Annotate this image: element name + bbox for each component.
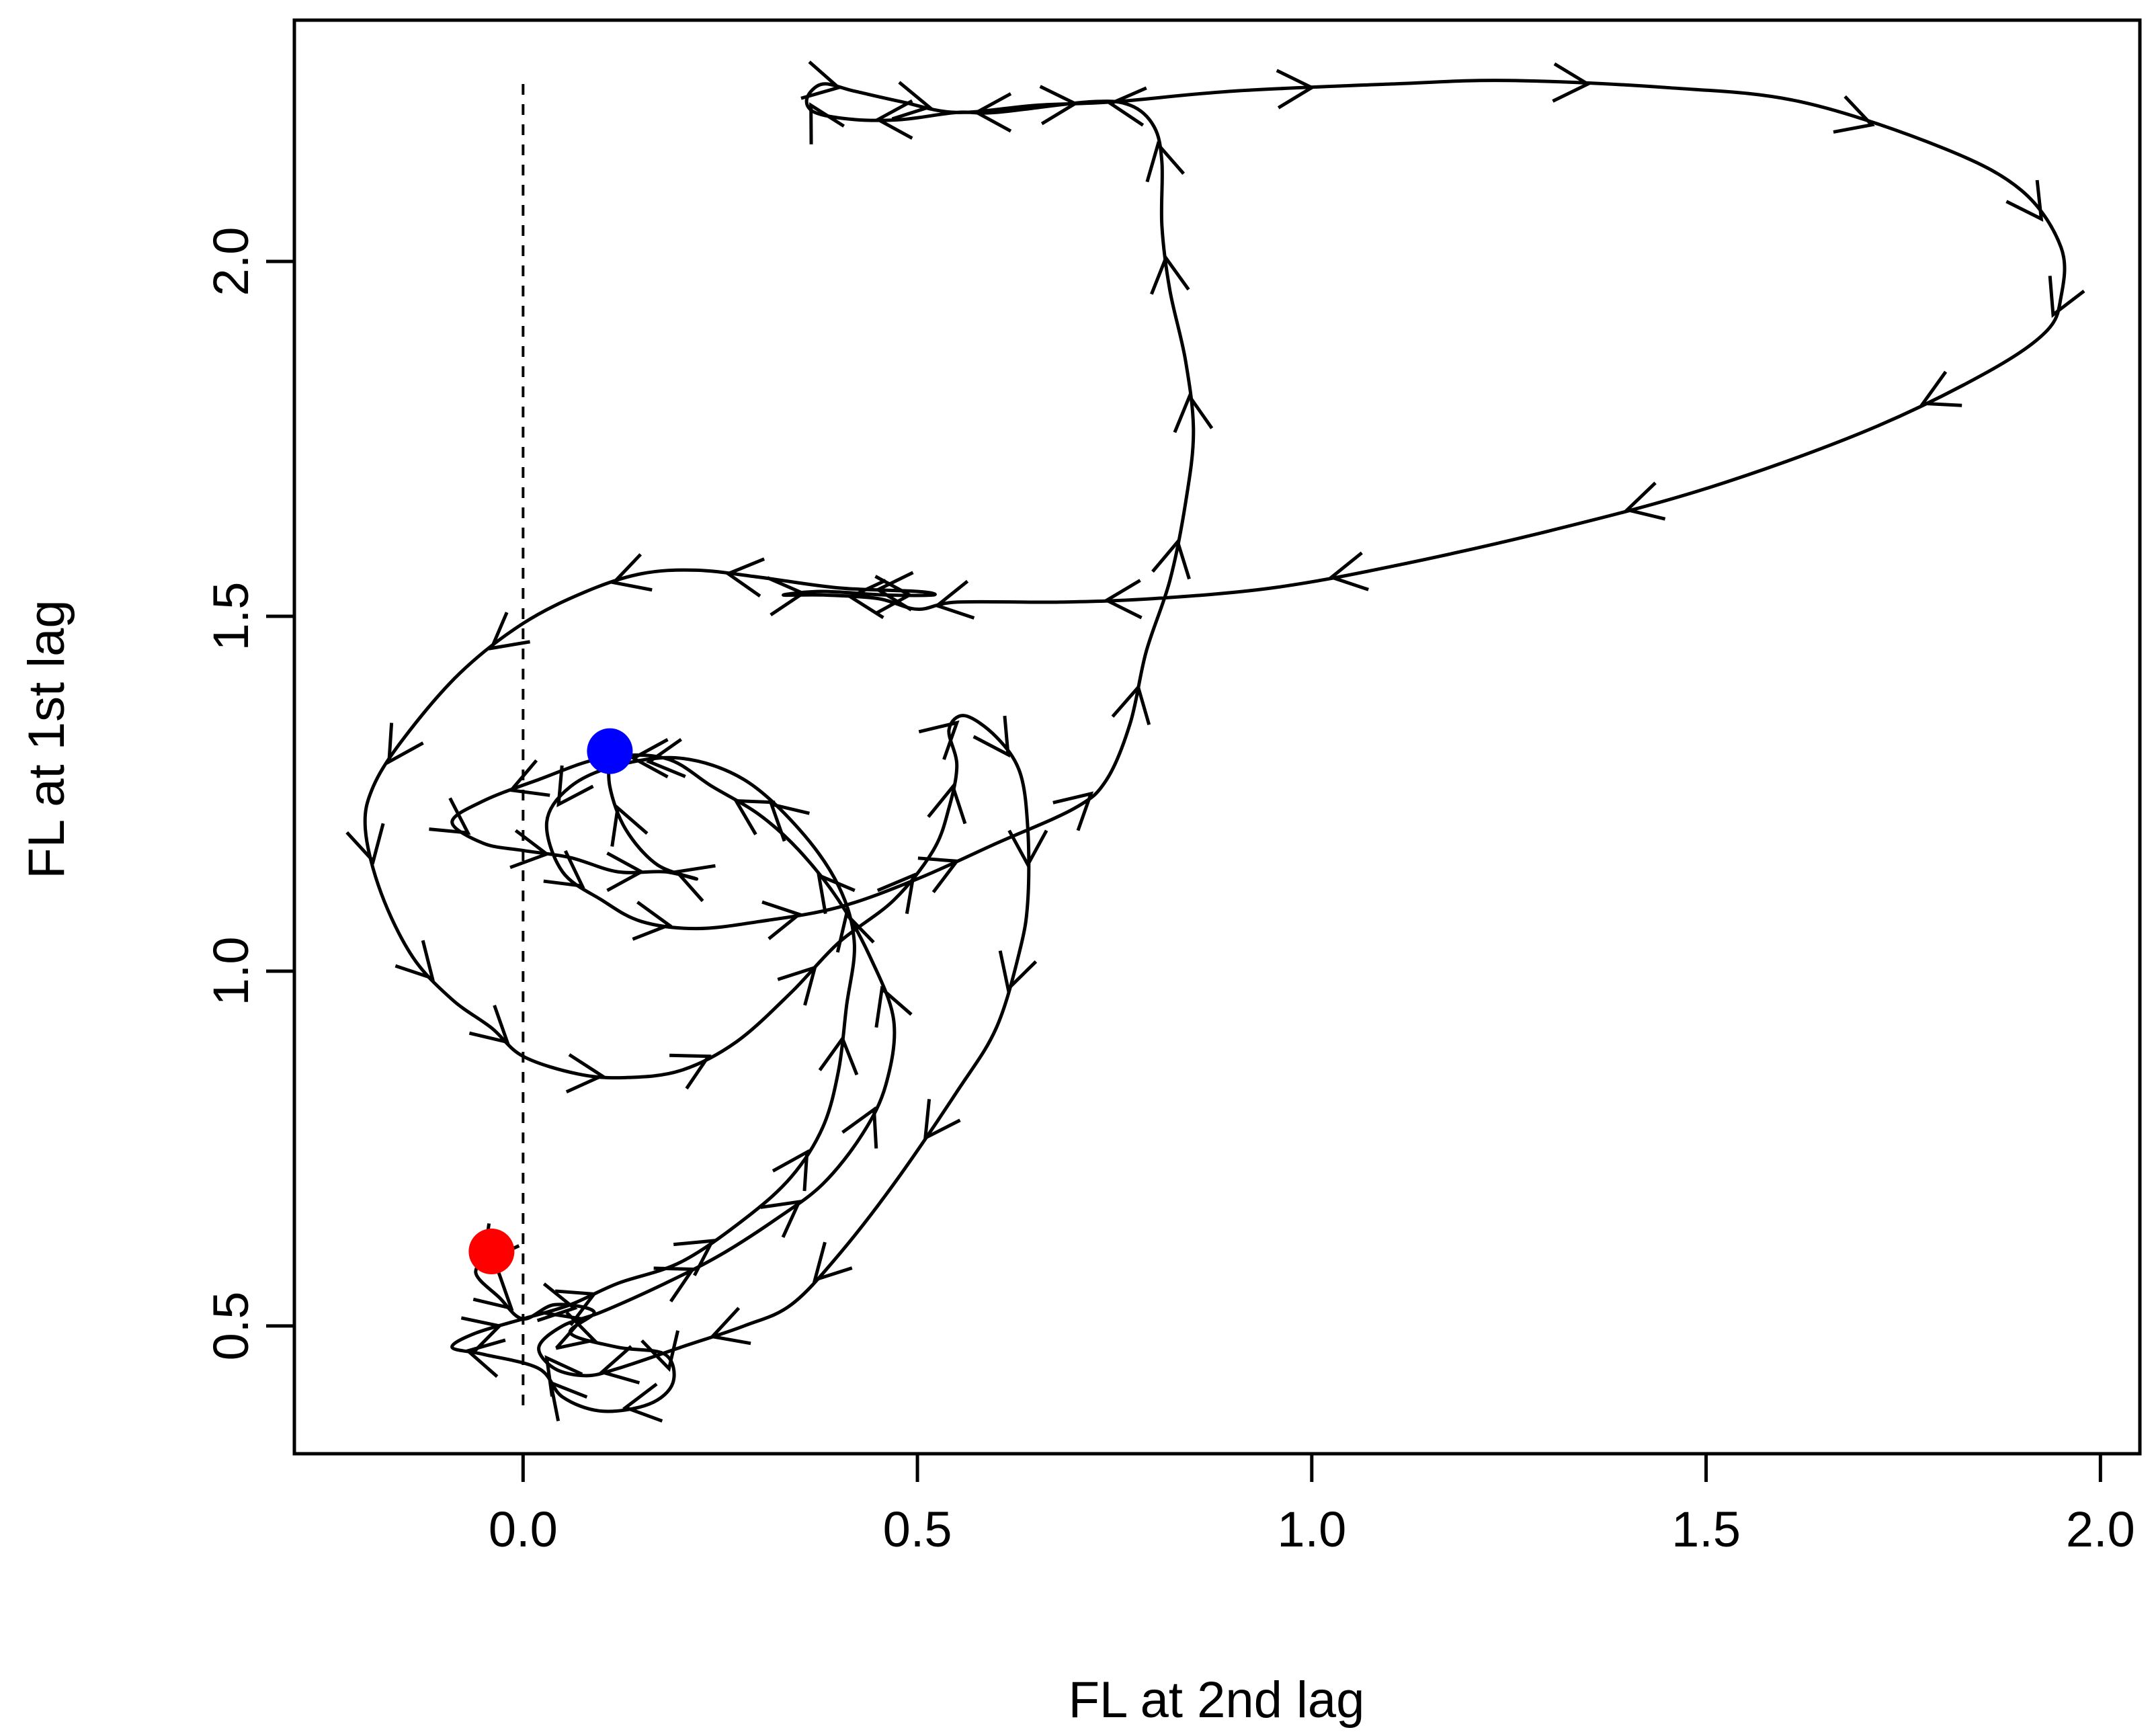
direction-arrow [923,1099,961,1141]
direction-arrow [709,1307,751,1346]
direction-arrow [766,576,807,617]
direction-arrow [809,102,845,144]
direction-arrow [464,1338,506,1378]
direction-arrow [345,823,385,865]
direction-arrow [489,612,530,651]
direction-arrow [874,571,914,612]
direction-arrow [555,1311,597,1350]
direction-arrow [632,901,673,941]
direction-arrow [1552,62,1591,103]
direction-arrow [1624,481,1666,521]
direction-arrow [841,1106,878,1149]
direction-arrow [777,964,818,1006]
direction-arrow [812,1241,853,1283]
direction-arrow [818,1035,859,1076]
direction-arrow [835,911,875,953]
direction-arrow [874,99,913,140]
x-tick-label: 2.0 [2066,1501,2135,1557]
direction-arrow [1328,551,1369,591]
direction-arrow [800,60,842,100]
direction-arrow [565,1053,606,1093]
direction-arrow [847,579,886,620]
direction-arrow [917,856,960,894]
direction-arrow [760,1200,802,1238]
y-axis-label: FL at 1st lag [18,600,75,878]
plot-frame [292,18,2142,1456]
direction-arrow [1145,140,1186,183]
x-tick-label: 1.5 [1671,1501,1741,1557]
direction-arrow [544,1355,583,1397]
direction-arrow [1919,370,1962,407]
direction-arrow [673,1239,716,1276]
x-tick-label: 0.0 [489,1501,558,1557]
direction-arrow [653,1266,696,1303]
x-axis-label: FL at 2nd lag [1069,1671,1365,1729]
direction-arrow [733,798,776,835]
start-point [468,1229,515,1275]
direction-arrow [1173,392,1214,433]
direction-arrow [507,759,550,797]
direction-arrow [876,872,916,914]
direction-arrow [724,557,765,598]
direction-arrow [556,765,594,808]
direction-arrow [472,1270,514,1311]
x-tick-label: 0.5 [883,1501,952,1557]
y-tick-label: 1.5 [203,582,259,651]
direction-arrow [874,575,913,616]
direction-arrow [998,950,1038,993]
direction-arrow [1151,538,1191,580]
direction-arrow [918,720,960,760]
direction-arrow [1103,579,1143,620]
direction-arrow [1833,95,1875,134]
direction-arrow [645,738,686,778]
direction-arrow [2048,276,2085,318]
direction-arrow [598,1345,640,1384]
direction-arrow [387,722,424,765]
direction-arrow [543,1311,586,1350]
direction-arrow [972,92,1012,133]
direction-arrow [610,804,649,847]
direction-arrow [891,81,933,121]
direction-arrow [395,940,435,981]
x-tick-label: 1.0 [1277,1501,1346,1557]
direction-arrow [669,1053,712,1090]
direction-arrow [1276,69,1316,110]
direction-arrow [761,900,803,940]
direction-arrow [509,829,550,870]
direction-arrow [622,1382,663,1423]
y-tick-label: 0.5 [203,1291,259,1360]
end-point [587,728,633,774]
direction-arrow [640,1330,680,1372]
direction-arrow [610,553,653,592]
direction-arrow [1107,86,1147,127]
direction-arrow [630,738,669,779]
direction-arrow [606,852,645,893]
direction-arrow [429,797,471,835]
direction-arrow [769,802,810,842]
direction-arrow [673,864,716,903]
direction-arrow [927,783,967,825]
direction-arrow [772,1149,809,1192]
direction-arrow [543,850,585,888]
direction-arrow [2005,179,2044,222]
direction-arrow [1007,829,1048,868]
direction-arrow [536,1282,578,1323]
direction-arrow [972,715,1010,758]
direction-arrow [1052,791,1094,831]
direction-arrow [1111,684,1151,725]
direction-arrow [460,1316,503,1355]
direction-arrow [1150,254,1190,295]
y-tick-label: 1.0 [203,937,259,1006]
direction-arrow [554,1289,597,1327]
trajectory-line [363,79,2067,1413]
direction-arrow [468,1005,510,1045]
direction-arrow [874,985,913,1028]
direction-arrow [934,579,975,620]
direction-arrow [817,872,856,914]
y-tick-label: 2.0 [203,227,259,296]
direction-arrow [1039,85,1079,126]
